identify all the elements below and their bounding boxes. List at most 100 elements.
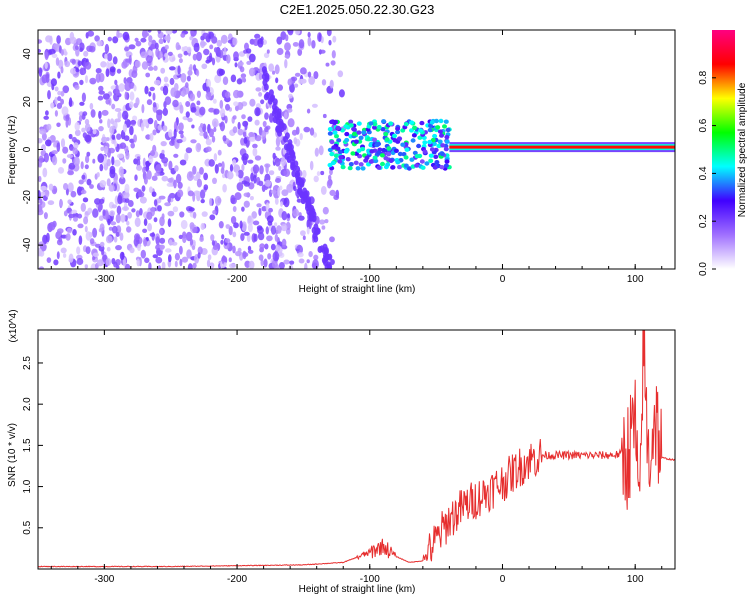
spectrogram-cell [42,167,48,178]
spectrogram-cell [122,206,129,211]
spectrogram-cell [212,210,217,215]
spectrogram-cell [66,227,72,234]
spectrogram-cell [121,61,128,69]
spectrogram-cell [250,172,255,182]
spectrogram-cell [182,234,187,244]
spectrogram-cell [254,33,261,39]
spectrogram-cell [299,178,305,186]
spectrogram-cell [376,141,382,147]
spectrogram-cell [218,221,224,229]
spectrogram-cell [131,70,138,78]
spectrogram-cell [246,60,252,65]
spectrogram-cell [173,153,179,158]
spectrogram-cell [411,133,417,138]
spectrogram-cell [51,150,58,155]
spectrogram-cell [146,54,153,64]
spectrogram-cell [390,165,396,170]
spectrogram-cell [159,244,166,250]
spectrogram-cell [140,51,148,59]
spectrogram-cell [286,183,294,193]
spectrogram-cell [253,174,257,184]
spectrogram-cell [397,136,403,141]
spectrogram-cell [220,34,228,44]
spectrogram-cell [162,107,168,116]
spectrogram-cell [189,64,193,70]
spectrogram-cell [56,142,61,153]
spectrogram-cell [312,259,319,269]
spectrogram-cell [82,132,88,139]
spectrogram-x-tick-label: -200 [227,274,247,285]
spectrogram-cell [61,106,69,116]
spectrogram-cell [111,139,116,145]
spectrogram-cell [46,123,52,131]
spectrogram-cell [242,131,247,138]
spectrogram-cell [254,135,262,142]
spectrogram-cell [225,224,231,229]
spectrogram-cell [186,249,192,259]
spectrogram-cell [241,221,247,232]
spectrogram-cell [264,126,269,133]
spectrogram-cell [139,208,143,216]
spectrogram-cell [68,213,75,219]
spectrogram-cell [84,164,89,170]
spectrogram-cell [241,75,246,83]
spectrogram-cell [270,94,276,102]
spectrogram-cell [275,146,281,151]
spectrogram-cell [115,84,119,92]
spectrogram-cell [92,158,96,164]
spectrogram-cell [326,30,332,37]
spectrogram-cell [193,42,200,53]
spectrogram-cell [243,192,251,198]
spectrogram-cell [303,190,308,198]
spectrogram-cell [78,115,83,122]
spectrogram-cell [56,122,61,128]
spectrogram-cell [233,51,239,60]
spectrogram-cell [262,69,268,77]
spectrogram-cell [297,252,304,258]
spectrogram-cell [39,198,43,205]
spectrogram-cell [384,137,390,142]
spectrogram-cell [109,125,115,135]
spectrogram-cell [274,244,281,252]
spectrogram-cell [297,48,303,56]
spectrogram-cell [187,117,193,123]
spectrogram-cell [314,147,319,157]
spectrogram-cell [412,150,418,156]
spectrogram-cell [174,83,179,92]
spectrogram-cell [118,176,126,185]
spectrogram-cell [84,123,91,132]
spectrogram-cell [207,254,212,261]
spectrogram-cell [143,175,148,185]
spectrogram-cell [299,133,303,141]
spectrogram-cell [162,125,168,132]
spectrogram-cell [65,118,69,128]
spectrogram-cell [128,44,136,50]
spectrogram-cell [313,254,319,261]
spectrogram-cell [192,165,197,175]
spectrogram-cell [95,68,102,74]
spectrogram-cell [124,46,130,52]
spectrogram-cell [72,229,77,236]
spectrogram-cell [266,215,274,224]
spectrogram-cell [43,212,48,220]
spectrogram-cell [60,90,65,97]
spectrogram-cell [235,251,242,257]
spectrogram-cell [343,149,349,154]
spectrogram-cell [252,220,260,226]
spectrogram-cell [337,70,344,78]
spectrogram-cell [122,123,127,133]
spectrogram-cell [283,135,289,143]
spectrogram-cell [96,40,103,47]
spectrogram-cell [344,137,350,143]
spectrogram-cell [89,238,95,245]
spectrogram-cell [200,222,205,231]
spectrogram-cell [130,142,135,149]
spectrogram-cell [105,68,110,77]
spectrogram-cell [54,110,59,117]
spectrogram-cell [383,131,389,137]
spectrogram-cell [266,235,273,242]
spectrogram-cell [148,91,152,97]
spectrogram-cell [247,159,254,164]
spectrogram-cell [107,218,111,226]
spectrogram-cell [277,84,284,91]
